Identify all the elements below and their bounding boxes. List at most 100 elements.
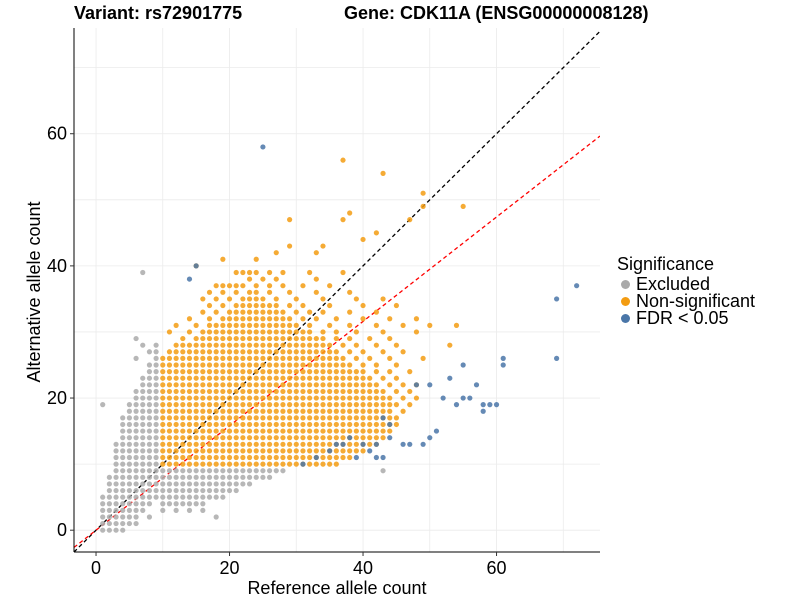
point-non-significant [253,355,259,361]
point-non-significant [180,435,186,441]
point-non-significant [213,402,219,408]
point-non-significant [373,309,379,315]
point-excluded [186,468,193,474]
point-non-significant [367,435,373,441]
point-non-significant [266,329,273,335]
point-non-significant [240,395,246,401]
point-non-significant [387,316,393,322]
point-non-significant [307,448,313,454]
point-non-significant [367,415,373,421]
point-excluded [153,369,159,375]
point-non-significant [340,362,346,368]
point-non-significant [260,435,266,441]
point-non-significant [226,402,233,408]
point-non-significant [200,355,206,361]
point-non-significant [266,395,273,401]
point-excluded [113,527,119,533]
point-non-significant [300,329,306,335]
point-non-significant [280,428,286,434]
point-excluded [120,520,126,527]
point-non-significant [240,402,246,408]
point-excluded [193,501,199,507]
point-non-significant [293,461,299,467]
point-excluded [120,421,126,428]
point-non-significant [246,369,253,375]
point-excluded [140,415,146,421]
point-non-significant [260,329,266,335]
point-non-significant [347,441,353,447]
point-excluded [140,402,146,408]
point-non-significant [193,461,199,467]
point-non-significant [206,335,213,342]
point-non-significant [226,309,233,315]
point-non-significant [387,335,393,342]
point-non-significant [200,296,206,302]
point-non-significant [220,388,226,395]
point-excluded [153,382,159,388]
point-non-significant [160,428,166,434]
point-excluded [120,461,126,467]
point-non-significant [293,408,299,414]
x-tick-label: 0 [91,558,101,578]
point-non-significant [253,421,259,428]
point-non-significant [293,296,299,302]
point-non-significant [213,421,219,428]
point-excluded [120,428,126,434]
point-non-significant [280,388,286,395]
point-fdr-0-05 [427,435,433,441]
point-fdr-0-05 [487,402,493,408]
point-non-significant [300,421,306,428]
point-excluded [226,481,233,487]
point-non-significant [333,408,339,414]
point-non-significant [347,415,353,421]
point-excluded [126,435,133,441]
point-non-significant [287,448,293,454]
point-excluded [106,527,112,533]
point-non-significant [206,369,213,375]
point-non-significant [260,395,266,401]
point-non-significant [200,421,206,428]
point-non-significant [287,243,293,249]
point-non-significant [226,316,233,322]
point-excluded [140,494,146,500]
point-fdr-0-05 [373,441,379,447]
point-non-significant [360,421,366,428]
point-excluded [113,514,119,520]
point-non-significant [347,309,353,315]
point-non-significant [360,415,366,421]
point-non-significant [240,408,246,414]
point-non-significant [367,408,373,414]
point-excluded [126,487,133,494]
point-non-significant [173,322,179,328]
point-non-significant [220,415,226,421]
point-fdr-0-05 [447,375,453,381]
point-non-significant [300,382,306,388]
point-excluded [200,468,206,474]
point-non-significant [226,388,233,395]
point-excluded [180,494,186,500]
point-non-significant [293,382,299,388]
point-non-significant [186,461,193,467]
point-non-significant [287,375,293,381]
point-non-significant [333,428,339,434]
point-non-significant [340,269,346,276]
point-non-significant [186,435,193,441]
point-non-significant [420,203,426,210]
point-non-significant [333,349,339,355]
point-non-significant [266,289,273,295]
point-non-significant [280,322,286,328]
point-excluded [126,408,133,414]
point-non-significant [206,375,213,381]
point-non-significant [266,362,273,368]
point-non-significant [340,342,346,348]
point-non-significant [253,362,259,368]
point-non-significant [300,335,306,342]
point-non-significant [327,402,333,408]
point-non-significant [246,454,253,461]
legend-item-fdr: FDR < 0.05 [617,308,755,328]
point-non-significant [233,395,239,401]
point-non-significant [300,408,306,414]
point-excluded [133,402,139,408]
point-non-significant [333,415,339,421]
point-non-significant [246,402,253,408]
